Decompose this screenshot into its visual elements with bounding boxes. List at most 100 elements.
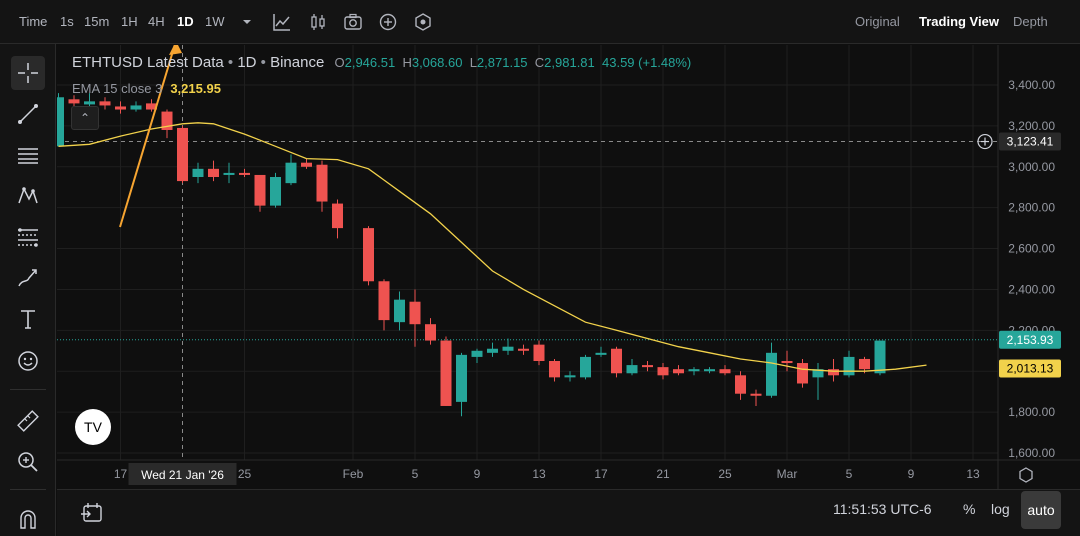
open-value: 2,946.51	[344, 55, 396, 70]
candle-body	[53, 97, 64, 147]
ohlc-values: O2,946.51 H3,068.60 L2,871.15 C2,981.81 …	[334, 55, 691, 70]
price-tick-label: 3,000.00	[1008, 160, 1055, 174]
crosshair-price-label-bg	[999, 132, 1061, 151]
ema-line	[58, 122, 927, 372]
percent-scale-toggle[interactable]: %	[963, 501, 976, 517]
settings-hex-icon[interactable]	[412, 11, 434, 33]
candle-body	[68, 99, 80, 104]
horizontal-lines-tool[interactable]	[11, 138, 45, 172]
candle-body	[766, 352, 777, 396]
candle-body	[239, 172, 250, 175]
time-tick-label: 5	[846, 467, 853, 481]
timeframe-time[interactable]: Time	[19, 14, 48, 29]
candle-body	[750, 393, 762, 396]
crosshair-tool[interactable]	[11, 56, 45, 90]
candle-body	[409, 301, 421, 325]
pattern-tool[interactable]	[11, 179, 45, 213]
time-tick-label: 9	[908, 467, 915, 481]
ema-legend[interactable]: EMA 15 close 3 3,215.95	[72, 81, 221, 96]
candles-icon[interactable]	[307, 11, 329, 33]
brush-tool[interactable]	[11, 261, 45, 295]
crosshair-date-label: Wed 21 Jan '26	[141, 468, 224, 482]
chart-area[interactable]: 1,600.001,800.002,000.002,200.002,400.00…	[53, 40, 1080, 489]
measure-tool[interactable]	[11, 404, 45, 438]
log-scale-toggle[interactable]: log	[991, 501, 1010, 517]
view-original[interactable]: Original	[855, 14, 900, 29]
candle-body	[316, 164, 328, 202]
clock-timezone[interactable]: 11:51:53 UTC-6	[833, 501, 932, 517]
fib-tool[interactable]	[11, 220, 45, 254]
annotation-arrowhead	[169, 41, 182, 55]
view-depth[interactable]: Depth	[1013, 14, 1048, 29]
toolbar-divider	[10, 489, 46, 490]
ema-price-label: 2,013.13	[1007, 362, 1054, 376]
candle-body	[99, 101, 111, 106]
annotation-arrow	[119, 40, 177, 228]
indicators-icon[interactable]	[271, 11, 293, 33]
candle-body	[719, 369, 731, 374]
candle-body	[533, 344, 545, 361]
candle-body	[828, 369, 839, 376]
change-value: 43.59 (+1.48%)	[602, 55, 692, 70]
candle-body	[874, 340, 886, 374]
timeframe-1h[interactable]: 1H	[121, 14, 138, 29]
ruler-icon	[17, 410, 39, 432]
chevron-down-icon[interactable]	[236, 11, 258, 33]
legend-exchange: Binance	[270, 54, 325, 71]
candle-body	[580, 356, 591, 378]
trend-line-tool[interactable]	[11, 97, 45, 131]
goto-date-icon[interactable]	[79, 500, 105, 526]
chart-background	[57, 45, 1080, 489]
open-label: O	[334, 55, 345, 70]
candle-body	[642, 365, 653, 368]
low-value: 2,871.15	[476, 55, 528, 70]
candle-body	[657, 367, 669, 376]
time-tick-label: 17	[114, 467, 128, 481]
candle-body	[161, 111, 173, 130]
timeframe-1s[interactable]: 1s	[60, 14, 74, 29]
candle-body	[843, 356, 855, 376]
magnet-icon	[20, 510, 36, 529]
candle-body	[611, 348, 622, 374]
timeframe-1d[interactable]: 1D	[177, 14, 194, 29]
candle-body	[84, 101, 95, 105]
candle-body	[564, 375, 576, 378]
timeframe-15m[interactable]: 15m	[84, 14, 110, 29]
candle-body	[115, 106, 126, 110]
view-trading-view[interactable]: Trading View	[919, 14, 999, 29]
text-icon	[21, 310, 35, 329]
auto-scale-button[interactable]: auto	[1021, 491, 1061, 529]
toolbar-divider	[10, 389, 46, 390]
price-chart[interactable]: 1,600.001,800.002,000.002,200.002,400.00…	[53, 40, 1080, 489]
candle-body	[812, 369, 824, 378]
text-tool[interactable]	[11, 302, 45, 336]
time-tick-label: 5	[412, 467, 419, 481]
tv-logo-icon	[75, 409, 111, 445]
chart-legend: ETHTUSD Latest Data • 1D • Binance O2,94…	[72, 54, 692, 71]
zoom-tool[interactable]	[11, 445, 45, 479]
drawing-toolbar	[0, 44, 56, 536]
timeframe-4h[interactable]: 4H	[148, 14, 165, 29]
candle-body	[781, 361, 793, 364]
symbol-name[interactable]: ETHTUSD Latest Data	[72, 54, 224, 71]
chevron-up-icon: ⌃	[79, 111, 91, 125]
candle-body	[440, 340, 452, 406]
magnet-tool[interactable]	[11, 502, 45, 536]
tv-logo-text: TV	[84, 419, 103, 435]
camera-icon[interactable]	[342, 11, 364, 33]
emoji-tool[interactable]	[11, 344, 45, 378]
timeframe-1w[interactable]: 1W	[205, 14, 225, 29]
candle-body	[146, 103, 157, 110]
candle-body	[223, 172, 235, 175]
candle-body	[518, 348, 529, 351]
top-toolbar: Time 1s 15m 1H 4H 1D 1W Original Trading…	[0, 0, 1080, 44]
crosshair-price-label: 3,123.41	[1007, 135, 1054, 149]
time-tick-label: Mar	[777, 467, 798, 481]
plus-circle-icon[interactable]	[377, 11, 399, 33]
collapse-legend-button[interactable]: ⌃	[71, 106, 99, 130]
close-label: C	[534, 55, 545, 70]
smiley-icon	[18, 351, 38, 371]
zoom-in-icon	[18, 452, 38, 472]
price-tick-label: 2,800.00	[1008, 201, 1055, 215]
time-tick-label: 25	[718, 467, 732, 481]
